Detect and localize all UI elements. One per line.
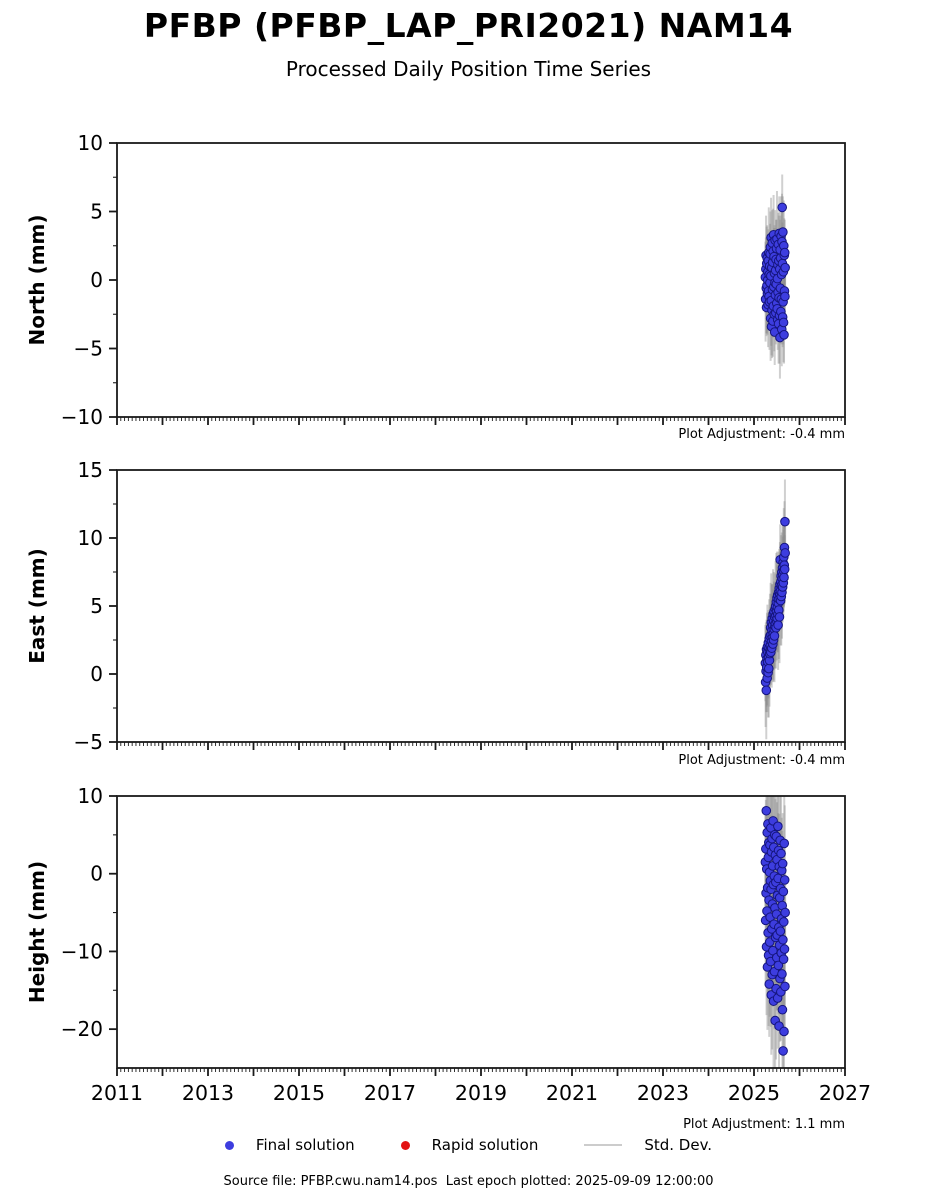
svg-text:−10: −10 [61,939,103,963]
north-plot-adjustment: Plot Adjustment: -0.4 mm [678,427,845,442]
svg-text:15: 15 [78,458,103,482]
svg-text:2023: 2023 [637,1081,689,1105]
svg-text:0: 0 [90,268,103,292]
legend-item-rapid: Rapid solution [400,1136,539,1154]
svg-text:0: 0 [90,862,103,886]
source-file-footer: Source file: PFBP.cwu.nam14.pos Last epo… [223,1174,714,1189]
std-dev-line-icon [584,1144,623,1146]
rapid-solution-dot-icon [400,1140,410,1150]
legend: Final solution Rapid solution Std. Dev. [0,1136,937,1154]
svg-text:−20: −20 [61,1017,103,1041]
svg-text:5: 5 [90,594,103,618]
legend-label-rapid: Rapid solution [431,1136,539,1154]
legend-label-final: Final solution [255,1136,355,1154]
legend-item-stddev: Std. Dev. [584,1136,712,1154]
height-plot-adjustment: Plot Adjustment: 1.1 mm [683,1117,845,1132]
svg-text:2021: 2021 [546,1081,598,1105]
svg-text:−5: −5 [74,730,103,754]
height-axis-label: Height (mm) [25,860,49,1004]
svg-text:10: 10 [78,784,103,808]
svg-text:−10: −10 [61,405,103,429]
page-title: PFBP (PFBP_LAP_PRI2021) NAM14 [143,6,794,45]
svg-text:2025: 2025 [728,1081,780,1105]
svg-text:2015: 2015 [273,1081,325,1105]
final-solution-dot-icon [224,1140,234,1150]
svg-text:2013: 2013 [182,1081,234,1105]
svg-text:5: 5 [90,200,103,224]
north-axis-label: North (mm) [25,214,49,346]
svg-text:2027: 2027 [819,1081,871,1105]
east-axis-label: East (mm) [25,548,49,664]
svg-text:10: 10 [78,526,103,550]
svg-text:0: 0 [90,662,103,686]
svg-text:2019: 2019 [455,1081,507,1105]
legend-label-stddev: Std. Dev. [644,1136,713,1154]
legend-item-final: Final solution [224,1136,355,1154]
svg-text:10: 10 [78,131,103,155]
east-plot-adjustment: Plot Adjustment: -0.4 mm [678,753,845,768]
page-subtitle: Processed Daily Position Time Series [285,57,652,81]
svg-text:2017: 2017 [364,1081,416,1105]
svg-text:−5: −5 [74,337,103,361]
svg-text:2011: 2011 [91,1081,143,1105]
